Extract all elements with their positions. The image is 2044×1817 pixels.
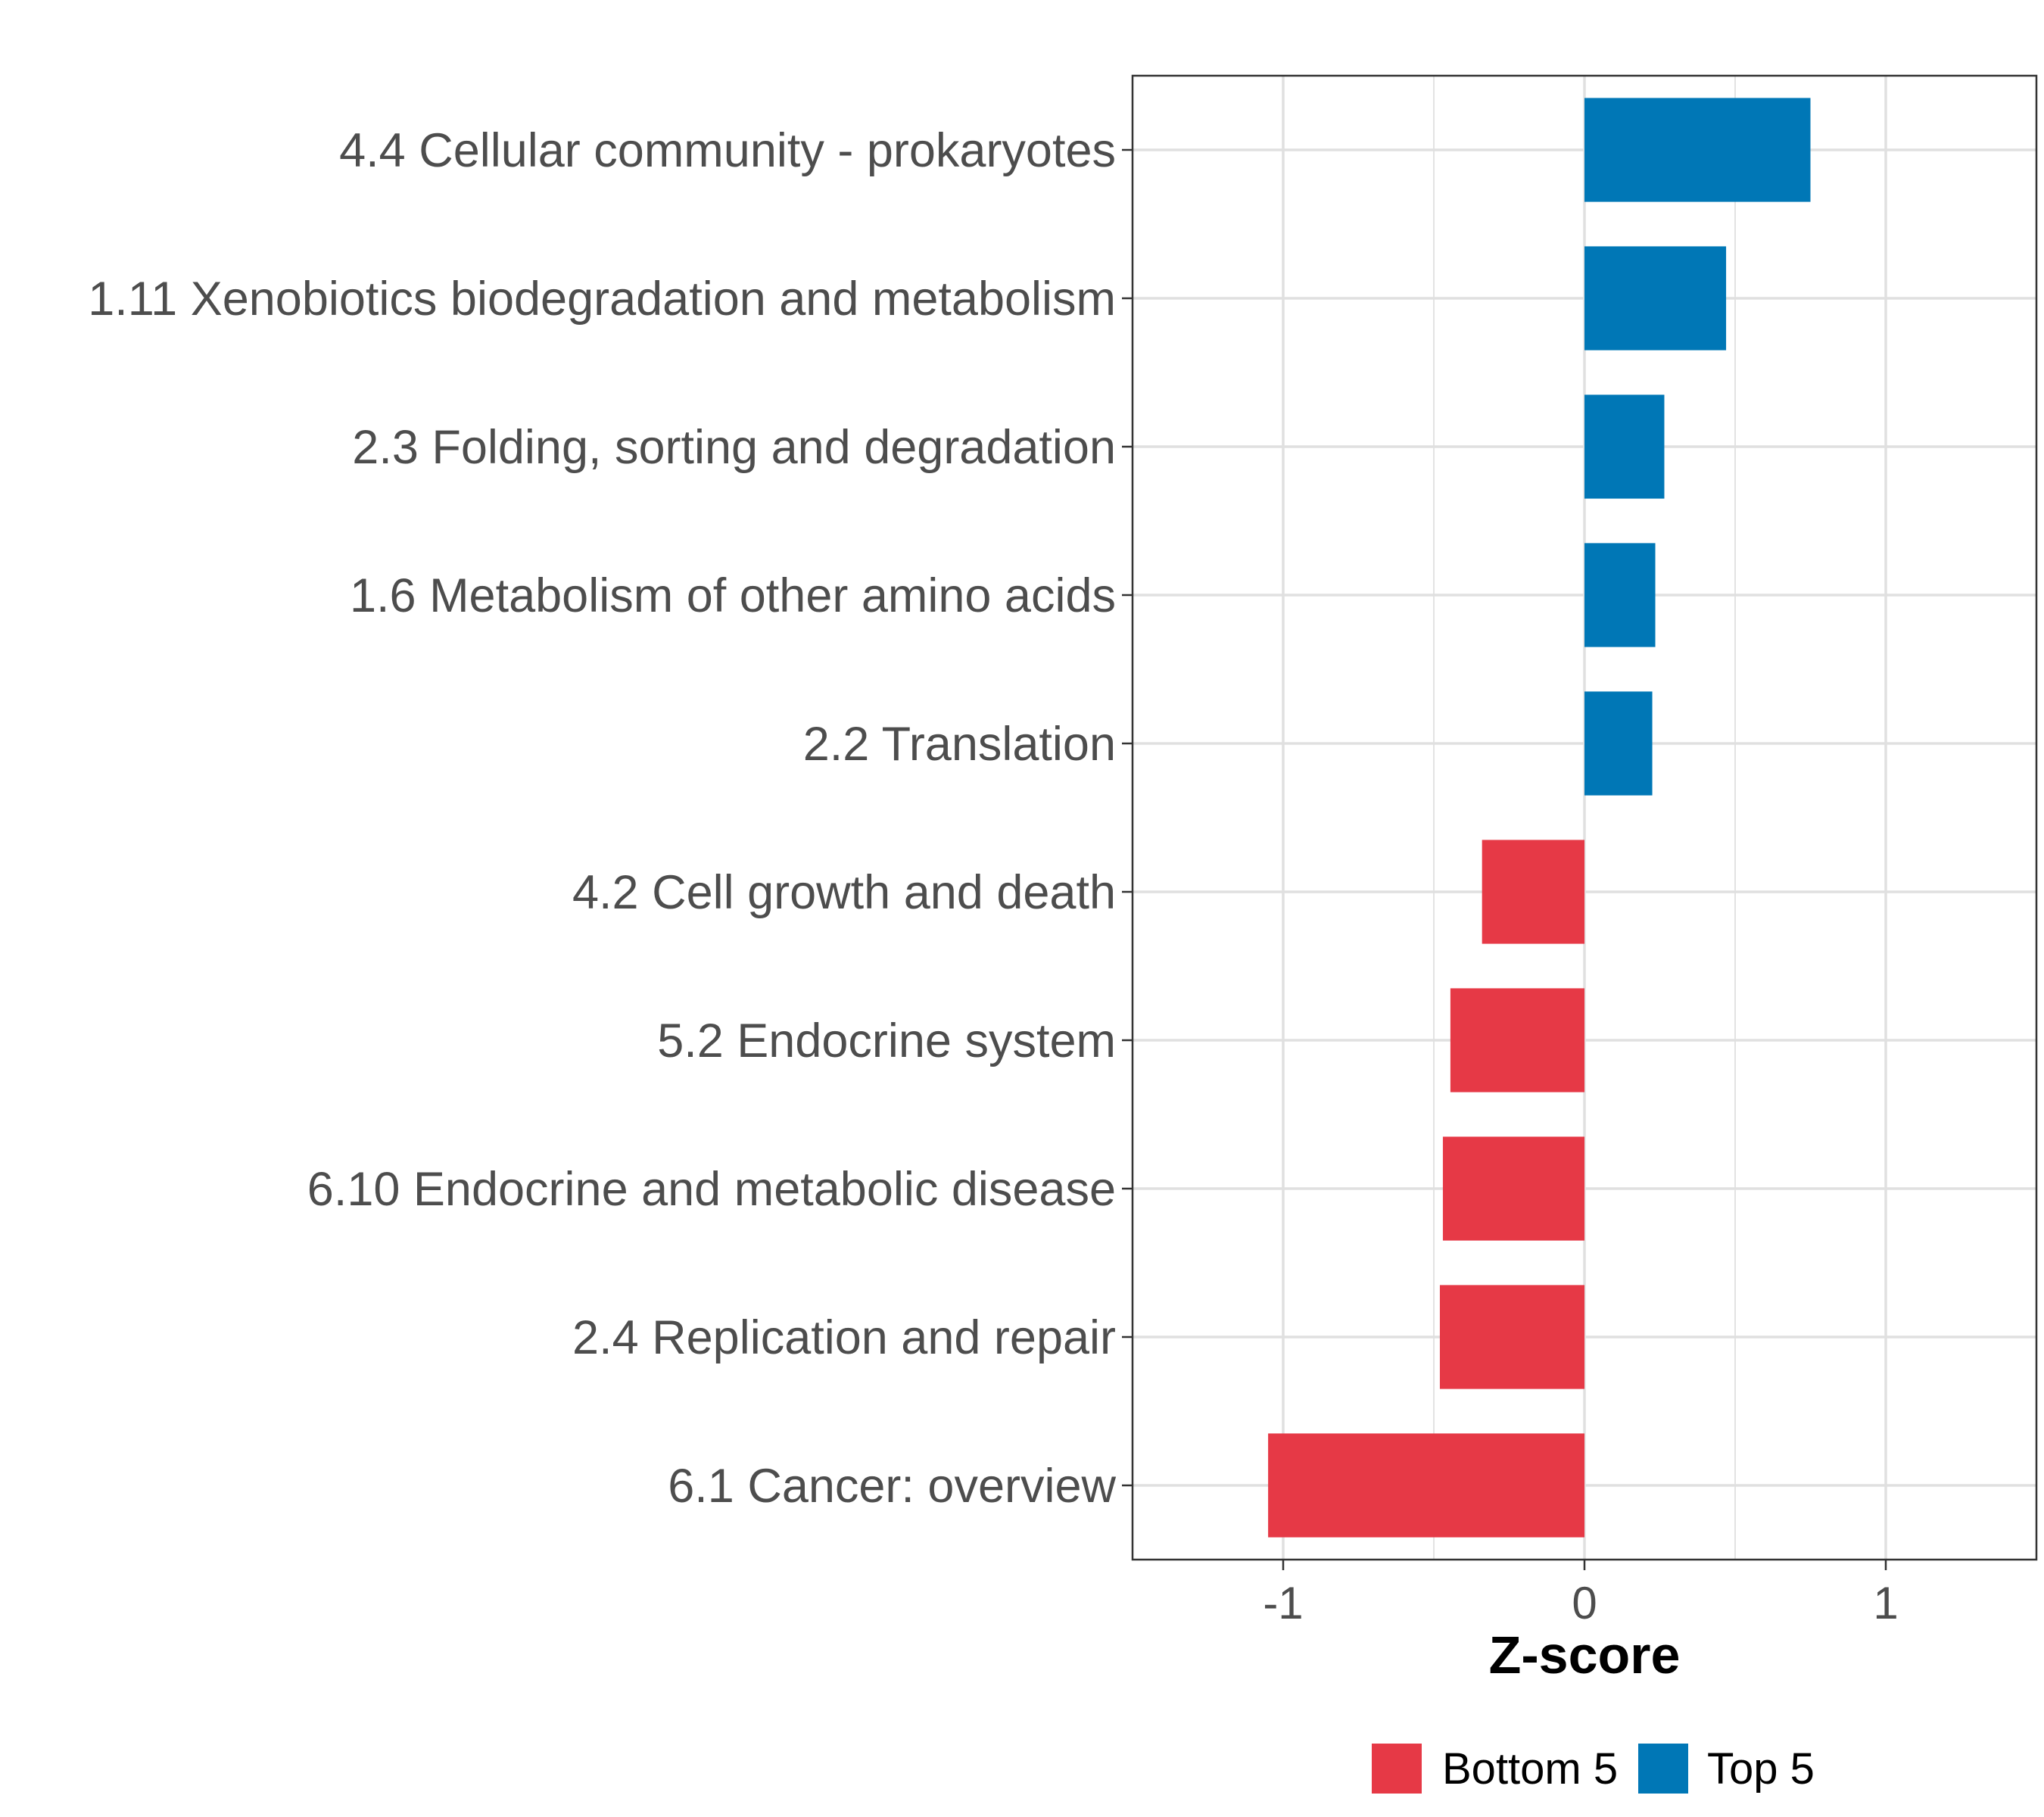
x-axis-title: Z-score: [1489, 1625, 1681, 1685]
y-axis-labels: 4.4 Cellular community - prokaryotes 1.11…: [88, 124, 1116, 1513]
y-tick-label: 6.10 Endocrine and metabolic disease: [307, 1163, 1116, 1216]
x-tick-label: 0: [1572, 1578, 1597, 1628]
legend-key-bottom-5: [1372, 1744, 1422, 1794]
x-axis-ticks: [1282, 1560, 1887, 1570]
y-tick-label: 2.2 Translation: [803, 718, 1116, 771]
legend-label-top-5: Top 5: [1707, 1744, 1815, 1794]
bar-top-3: [1584, 394, 1665, 499]
legend-label-bottom-5: Bottom 5: [1442, 1744, 1618, 1794]
y-tick-label: 6.1 Cancer: overview: [668, 1460, 1116, 1513]
y-tick-label: 5.2 Endocrine system: [657, 1014, 1116, 1067]
x-axis-tick-labels: -1 0 1: [1263, 1578, 1898, 1628]
bar-bottom-8: [1442, 1136, 1584, 1241]
bar-top-4: [1584, 543, 1656, 647]
y-tick-label: 1.11 Xenobiotics biodegradation and meta…: [88, 273, 1116, 326]
x-tick-label: -1: [1263, 1578, 1303, 1628]
y-tick-label: 2.4 Replication and repair: [572, 1311, 1116, 1364]
bar-top-5: [1584, 691, 1653, 796]
bar-bottom-6: [1482, 840, 1584, 944]
y-axis-ticks: [1122, 148, 1133, 1487]
y-tick-label: 4.2 Cell growth and death: [572, 866, 1116, 919]
bar-top-2: [1584, 246, 1727, 351]
bar-bottom-10: [1268, 1433, 1584, 1538]
legend-key-top-5: [1638, 1744, 1688, 1794]
y-tick-label: 2.3 Folding, sorting and degradation: [352, 421, 1116, 474]
bar-bottom-7: [1450, 988, 1584, 1092]
legend: Bottom 5 Top 5: [1372, 1744, 1815, 1794]
y-tick-label: 4.4 Cellular community - prokaryotes: [339, 124, 1116, 177]
y-tick-label: 1.6 Metabolism of other amino acids: [350, 569, 1116, 622]
bars: [1268, 98, 1811, 1538]
x-tick-label: 1: [1873, 1578, 1898, 1628]
bar-top-1: [1584, 98, 1811, 202]
bar-bottom-9: [1439, 1285, 1584, 1389]
